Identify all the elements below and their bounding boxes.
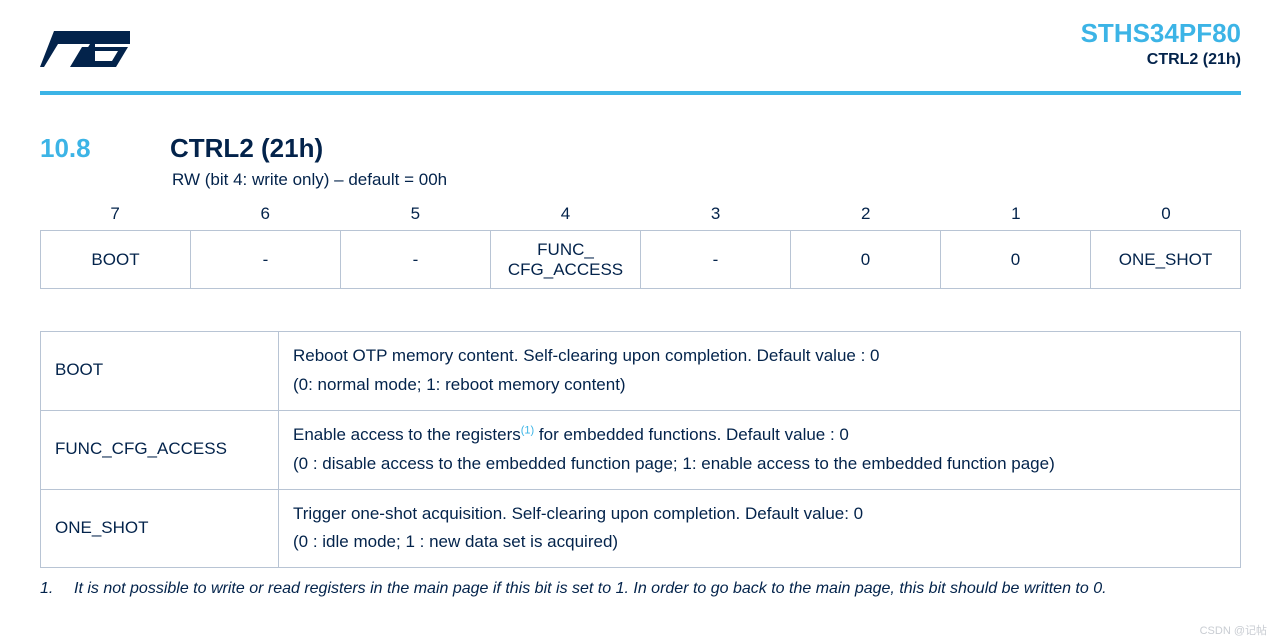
bit-cell: - bbox=[191, 231, 341, 289]
header-rule bbox=[40, 91, 1241, 95]
field-desc: Trigger one-shot acquisition. Self-clear… bbox=[279, 489, 1241, 568]
desc-line-pre: Enable access to the registers bbox=[293, 425, 521, 444]
page-container: STHS34PF80 CTRL2 (21h) 10.8 CTRL2 (21h) … bbox=[0, 0, 1281, 644]
st-logo-icon bbox=[40, 24, 140, 74]
table-row: BOOT Reboot OTP memory content. Self-cle… bbox=[41, 332, 1241, 411]
field-name: BOOT bbox=[41, 332, 279, 411]
footnote-text: It is not possible to write or read regi… bbox=[74, 578, 1107, 600]
desc-line: Trigger one-shot acquisition. Self-clear… bbox=[293, 504, 863, 523]
bit-cell: BOOT bbox=[41, 231, 191, 289]
bit-num: 4 bbox=[490, 204, 640, 230]
table-row: FUNC_CFG_ACCESS Enable access to the reg… bbox=[41, 410, 1241, 489]
bit-num: 7 bbox=[40, 204, 190, 230]
bitfield-table: BOOT - - FUNC_ CFG_ACCESS - 0 0 ONE_SHOT bbox=[40, 230, 1241, 289]
bit-cell: 0 bbox=[791, 231, 941, 289]
section-title: CTRL2 (21h) bbox=[170, 133, 323, 164]
field-desc: Enable access to the registers(1) for em… bbox=[279, 410, 1241, 489]
table-row: BOOT - - FUNC_ CFG_ACCESS - 0 0 ONE_SHOT bbox=[41, 231, 1241, 289]
bit-num: 2 bbox=[791, 204, 941, 230]
device-name: STHS34PF80 bbox=[1081, 18, 1241, 49]
field-name: FUNC_CFG_ACCESS bbox=[41, 410, 279, 489]
desc-line: (0: normal mode; 1: reboot memory conten… bbox=[293, 375, 626, 394]
bitfield-block: 7 6 5 4 3 2 1 0 BOOT - - FUNC_ CFG_ACCES… bbox=[40, 204, 1241, 289]
bit-cell: 0 bbox=[941, 231, 1091, 289]
bit-numbers-row: 7 6 5 4 3 2 1 0 bbox=[40, 204, 1241, 230]
field-desc: Reboot OTP memory content. Self-clearing… bbox=[279, 332, 1241, 411]
bit-cell: ONE_SHOT bbox=[1091, 231, 1241, 289]
bit-num: 1 bbox=[941, 204, 1091, 230]
footnote: 1. It is not possible to write or read r… bbox=[40, 578, 1241, 600]
desc-line-post: for embedded functions. Default value : … bbox=[534, 425, 849, 444]
section-number: 10.8 bbox=[40, 133, 170, 164]
description-table: BOOT Reboot OTP memory content. Self-cle… bbox=[40, 331, 1241, 568]
page-header: STHS34PF80 CTRL2 (21h) bbox=[40, 18, 1241, 79]
field-name: ONE_SHOT bbox=[41, 489, 279, 568]
bit-num: 3 bbox=[641, 204, 791, 230]
bit-cell: - bbox=[341, 231, 491, 289]
footnote-ref: (1) bbox=[521, 424, 534, 436]
footnote-number: 1. bbox=[40, 578, 74, 600]
bit-num: 6 bbox=[190, 204, 340, 230]
table-row: ONE_SHOT Trigger one-shot acquisition. S… bbox=[41, 489, 1241, 568]
watermark: CSDN @记帖 bbox=[1200, 622, 1267, 638]
desc-line: (0 : idle mode; 1 : new data set is acqu… bbox=[293, 532, 618, 551]
datasheet-page: STHS34PF80 CTRL2 (21h) 10.8 CTRL2 (21h) … bbox=[0, 0, 1281, 620]
bit-cell: - bbox=[641, 231, 791, 289]
section-heading: 10.8 CTRL2 (21h) bbox=[40, 133, 1241, 164]
bit-num: 5 bbox=[340, 204, 490, 230]
header-subtitle: CTRL2 (21h) bbox=[1081, 51, 1241, 69]
bit-cell: FUNC_ CFG_ACCESS bbox=[491, 231, 641, 289]
desc-line: Reboot OTP memory content. Self-clearing… bbox=[293, 346, 880, 365]
desc-line: (0 : disable access to the embedded func… bbox=[293, 454, 1055, 473]
section-subtitle: RW (bit 4: write only) – default = 00h bbox=[172, 170, 1241, 190]
header-right: STHS34PF80 CTRL2 (21h) bbox=[1081, 18, 1241, 69]
bit-num: 0 bbox=[1091, 204, 1241, 230]
st-logo bbox=[40, 24, 140, 79]
